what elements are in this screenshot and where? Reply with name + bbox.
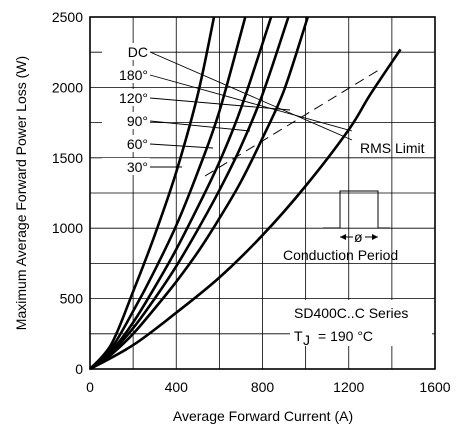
- series-labels: 30° 60° 90° 120° 180° DC: [102, 43, 353, 175]
- series-label-bg: [102, 112, 150, 129]
- series-label-bg: [102, 135, 150, 152]
- temperature-subscript: J: [303, 332, 310, 348]
- rms-limit-label: RMS Limit: [360, 140, 425, 156]
- series-leader-line: [149, 74, 353, 132]
- y-tick-label: 2000: [52, 79, 83, 95]
- x-tick-label: 0: [86, 379, 94, 395]
- device-annotation: SD400C..C Series T J = 190 °C: [290, 300, 432, 348]
- series-line: [89, 16, 290, 371]
- series-label: 120°: [119, 90, 148, 106]
- y-tick-label: 500: [60, 291, 84, 307]
- x-tick-label: 400: [165, 379, 189, 395]
- rms-limit-dashed-line: [204, 67, 383, 177]
- axis-ticks: 0 400 800 1200 1600 0 500 1000 1500 2000 2500: [52, 9, 451, 395]
- grid: [90, 17, 435, 369]
- y-tick-label: 0: [75, 361, 83, 377]
- series-label-bg: [102, 89, 150, 106]
- x-tick-label: 800: [251, 379, 275, 395]
- rms-limit: RMS Limit: [204, 67, 425, 177]
- series-line: [89, 16, 310, 371]
- power-curves: [89, 16, 402, 371]
- series-label-bg: [102, 66, 150, 83]
- x-axis-title: Average Forward Current (A): [173, 408, 353, 424]
- plot-frame: [89, 16, 436, 370]
- series-leader-line: [149, 120, 251, 132]
- device-annotation-bg: [290, 300, 432, 346]
- conduction-symbol-bg: [353, 229, 365, 243]
- series-leader-line: [149, 97, 291, 111]
- conduction-arrow-right-head: [372, 234, 378, 240]
- series-label: 30°: [127, 159, 148, 175]
- x-tick-label: 1200: [333, 379, 364, 395]
- conduction-pulse: [323, 190, 390, 229]
- y-tick-label: 2500: [52, 9, 83, 25]
- temperature-symbol: T: [294, 328, 303, 344]
- series-label: 180°: [119, 67, 148, 83]
- series-label: 60°: [127, 136, 148, 152]
- conduction-period-label: Conduction Period: [283, 247, 398, 263]
- conduction-arrow-left-head: [340, 234, 346, 240]
- series-line: [89, 16, 216, 370]
- series-label-bg: [102, 158, 150, 175]
- series-label-bg: [102, 43, 150, 60]
- temperature-value: = 190 °C: [318, 328, 373, 344]
- conduction-period-diagram: ø Conduction Period: [283, 190, 398, 263]
- series-name-label: SD400C..C Series: [294, 305, 408, 321]
- series-line: [89, 16, 273, 370]
- series-line: [89, 16, 247, 370]
- series-leader-line: [149, 51, 353, 141]
- y-axis-title: Maximum Average Forward Power Loss (W): [13, 56, 29, 330]
- y-tick-label: 1500: [52, 150, 83, 166]
- conduction-symbol: ø: [354, 229, 363, 245]
- y-tick-label: 1000: [52, 220, 83, 236]
- series-label: DC: [128, 44, 148, 60]
- series-label: 90°: [127, 113, 148, 129]
- series-line: [89, 48, 402, 371]
- series-leader-line: [149, 143, 214, 149]
- x-tick-label: 1600: [419, 379, 450, 395]
